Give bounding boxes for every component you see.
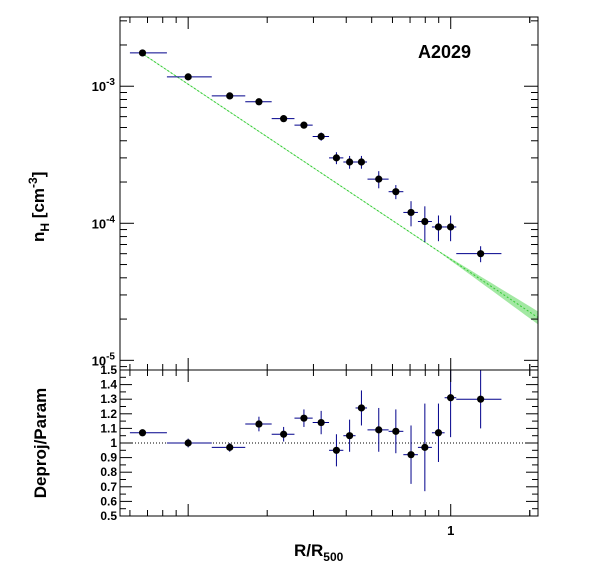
- top-marker: [357, 158, 366, 166]
- model-line: [140, 52, 539, 319]
- top-marker: [317, 132, 325, 141]
- y-tick-label: 1: [110, 436, 117, 450]
- top-panel-label: A2029: [418, 42, 471, 62]
- y-tick-label: 1.4: [100, 378, 117, 392]
- bottom-marker: [477, 395, 485, 403]
- bottom-axis-ticks: 10.50.60.70.80.911.11.21.31.41.5: [100, 363, 538, 538]
- top-point: [456, 246, 502, 263]
- top-point: [271, 115, 295, 123]
- bottom-marker: [300, 414, 308, 422]
- bottom-point: [312, 410, 330, 435]
- bottom-point: [343, 419, 356, 452]
- top-point: [444, 215, 457, 242]
- top-marker: [421, 217, 429, 226]
- top-marker: [255, 98, 263, 106]
- top-point: [343, 155, 356, 169]
- model-band: [140, 52, 539, 325]
- bottom-marker: [346, 432, 354, 440]
- bottom-point: [329, 434, 344, 467]
- bottom-point: [129, 429, 167, 437]
- x-axis-title: R/R500: [294, 541, 344, 564]
- y-tick-label: 10-4: [92, 214, 116, 231]
- bottom-marker: [434, 429, 443, 437]
- top-point: [294, 121, 313, 129]
- top-y-axis-title: nH [cm-3]: [26, 172, 52, 242]
- y-tick-label: 1.5: [100, 363, 117, 377]
- y-tick-label: 1.3: [100, 392, 117, 406]
- top-marker: [332, 154, 341, 162]
- top-point: [211, 92, 246, 100]
- bottom-marker: [407, 451, 415, 459]
- top-marker: [226, 92, 234, 100]
- bottom-marker: [226, 443, 234, 451]
- bottom-point: [388, 409, 404, 454]
- top-marker: [392, 188, 400, 196]
- top-point: [312, 132, 330, 141]
- bottom-point: [355, 390, 368, 426]
- bottom-y-axis-title: Deproj/Param: [31, 388, 50, 499]
- bottom-marker: [184, 439, 192, 447]
- bottom-point: [417, 403, 432, 492]
- y-tick-label: 0.6: [100, 494, 117, 508]
- top-marker: [434, 223, 443, 231]
- top-marker: [447, 223, 455, 231]
- y-tick-label: 10-5: [92, 351, 116, 368]
- top-data-points: [129, 49, 502, 263]
- bottom-marker: [255, 420, 263, 428]
- top-point: [367, 171, 389, 189]
- bottom-point: [431, 403, 445, 462]
- bottom-marker: [332, 446, 341, 454]
- top-point: [403, 201, 418, 227]
- y-tick-label: 0.5: [100, 509, 117, 523]
- top-point: [129, 49, 167, 57]
- y-tick-label: 1.1: [100, 421, 117, 435]
- top-marker: [346, 158, 354, 166]
- top-model-band: [140, 52, 539, 325]
- top-point: [355, 155, 368, 169]
- top-marker: [138, 49, 147, 57]
- bottom-marker: [392, 427, 400, 435]
- top-marker: [300, 121, 308, 129]
- top-point: [245, 98, 272, 106]
- y-tick-label: 10-3: [92, 77, 116, 94]
- bottom-data-points: [129, 370, 502, 492]
- top-marker: [375, 175, 383, 183]
- bottom-marker: [280, 430, 288, 438]
- bottom-point: [294, 409, 313, 427]
- bottom-marker: [138, 429, 147, 437]
- bottom-marker: [375, 426, 383, 434]
- bottom-marker: [447, 394, 455, 402]
- top-marker: [407, 208, 415, 217]
- bottom-point: [166, 438, 212, 448]
- y-tick-label: 1.2: [100, 407, 117, 421]
- top-marker: [184, 73, 192, 81]
- bottom-point: [456, 370, 502, 429]
- top-point: [329, 152, 344, 165]
- top-marker: [477, 250, 485, 258]
- top-point: [417, 206, 432, 243]
- bottom-marker: [421, 443, 429, 451]
- top-point: [388, 185, 404, 200]
- bottom-marker: [317, 418, 325, 427]
- bottom-marker: [357, 404, 366, 412]
- top-point: [166, 73, 212, 81]
- bottom-point: [271, 426, 295, 442]
- y-tick-label: 0.9: [100, 451, 117, 465]
- x-tick-label: 1: [447, 523, 454, 538]
- y-tick-label: 0.7: [100, 480, 117, 494]
- top-axis-ticks: 10-3 10-4 10-5: [92, 17, 538, 370]
- bottom-panel: 10.50.60.70.80.911.11.21.31.41.5 Deproj/…: [31, 363, 539, 564]
- bottom-point: [367, 407, 389, 452]
- top-point: [431, 215, 445, 242]
- y-tick-label: 0.8: [100, 465, 117, 479]
- bottom-point: [403, 425, 418, 484]
- top-panel: 10-3 10-4 10-5 A2029 nH [cm-3]: [26, 16, 539, 371]
- bottom-point: [211, 443, 246, 452]
- bottom-point: [245, 416, 272, 432]
- top-marker: [280, 115, 288, 123]
